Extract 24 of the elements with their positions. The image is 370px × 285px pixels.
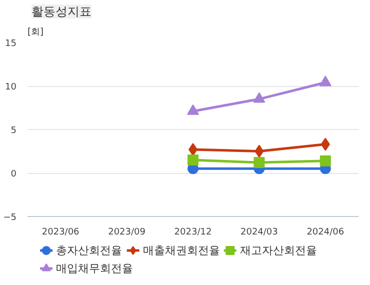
y-tick-label: 5	[10, 126, 17, 136]
x-tick-label: 2023/12	[174, 228, 212, 238]
x-tick-label: 2023/09	[108, 228, 146, 238]
legend-label: 재고자산회전율	[240, 244, 317, 257]
y-tick-label: 10	[5, 82, 17, 92]
x-tick-label: 2023/06	[42, 228, 80, 238]
chart-title: 활동성지표	[32, 4, 92, 18]
point	[254, 144, 264, 158]
y-tick-label: −5	[3, 213, 17, 223]
y-axis-title: [회]	[28, 28, 44, 38]
point	[188, 154, 198, 166]
point	[253, 92, 266, 103]
legend-label: 매출채권회전율	[142, 244, 220, 257]
point	[320, 155, 331, 166]
y-tick-label: 0	[10, 170, 17, 180]
point	[254, 157, 265, 168]
point	[187, 104, 199, 115]
legend-label: 매입채무회전율	[56, 262, 134, 275]
point	[319, 76, 332, 86]
x-tick-label: 2024/03	[240, 228, 278, 238]
point	[320, 138, 330, 151]
legend-label: 총자산회전율	[56, 244, 122, 257]
x-tick-label: 2024/06	[306, 228, 344, 238]
y-tick-label: 15	[5, 39, 16, 49]
